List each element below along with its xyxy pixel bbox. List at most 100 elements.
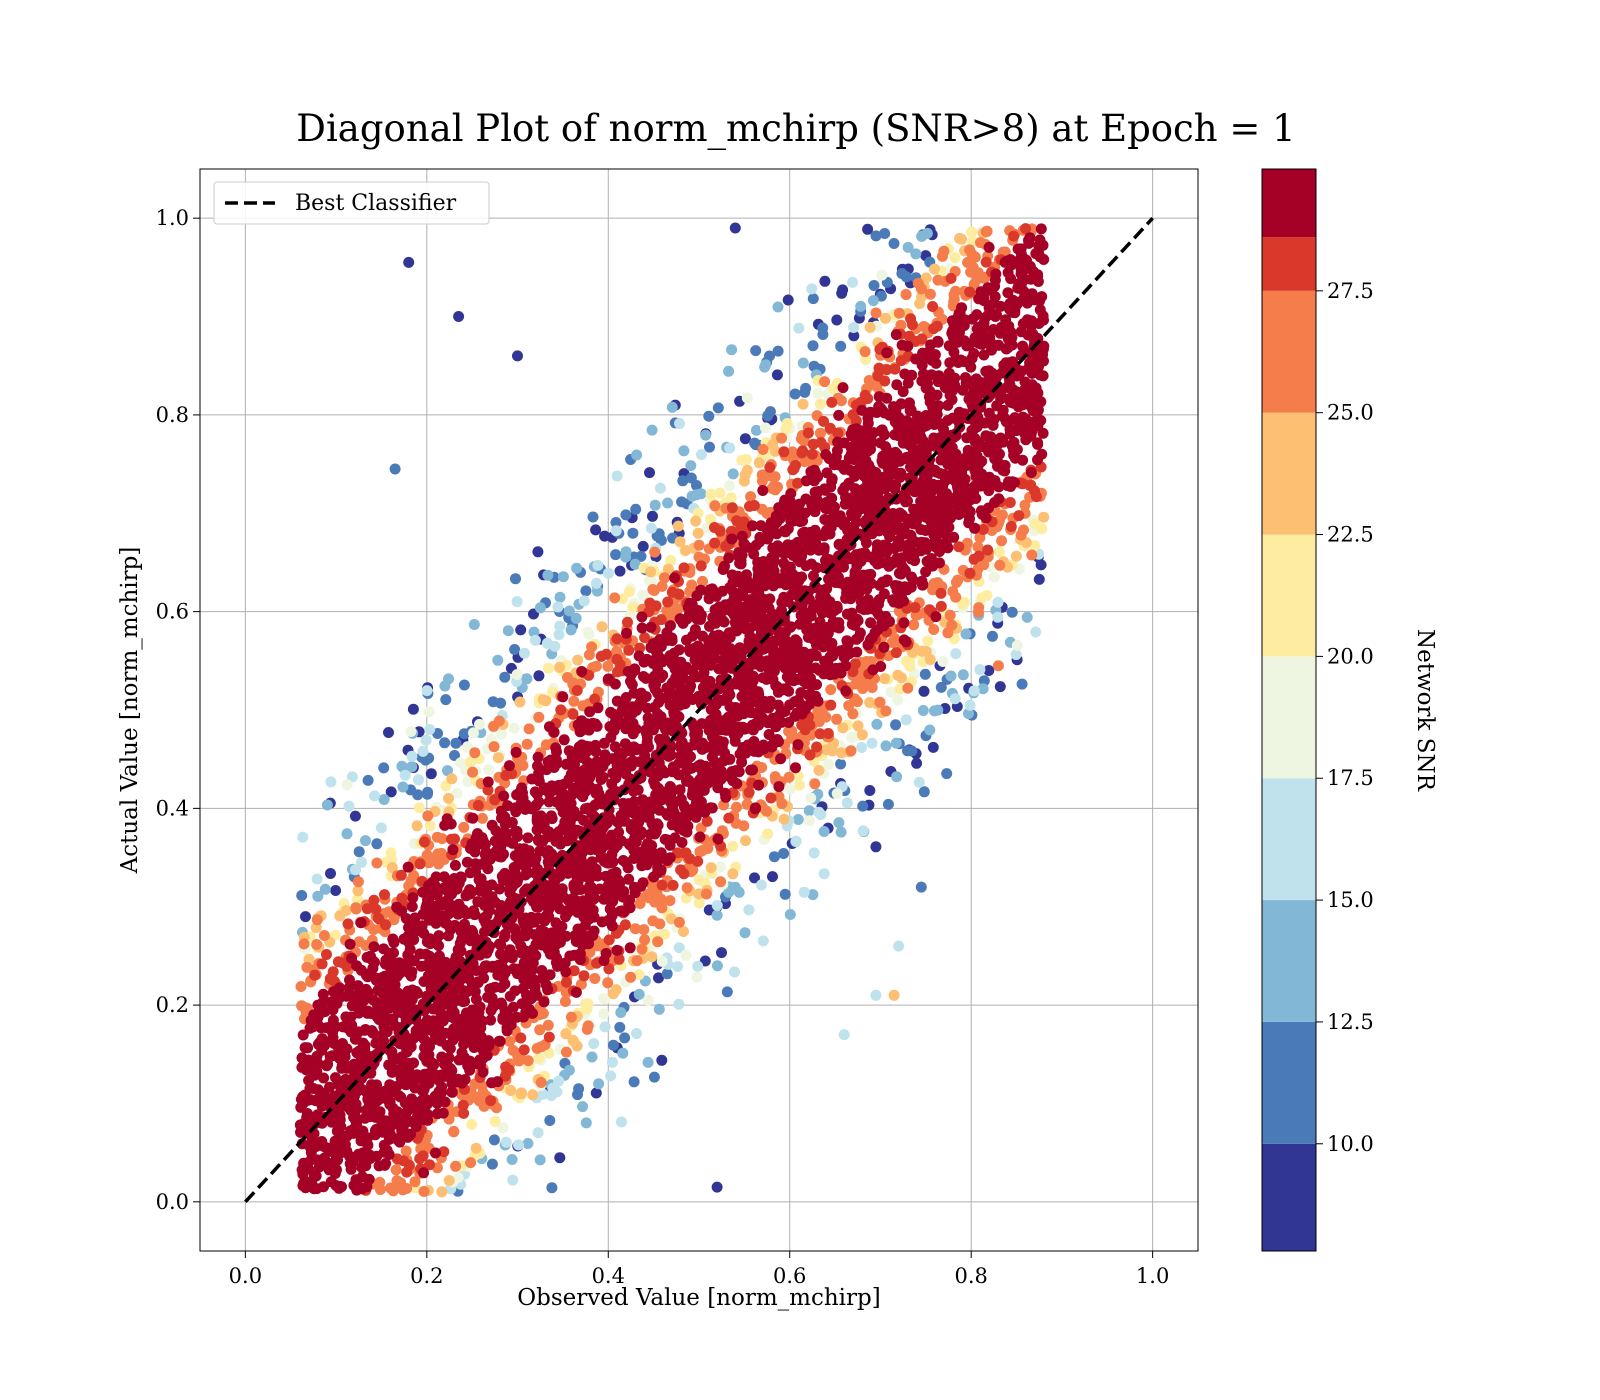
scatter-point — [554, 591, 566, 603]
scatter-point — [826, 396, 838, 408]
scatter-point — [874, 696, 886, 708]
scatter-point — [311, 939, 323, 950]
scatter-point — [924, 724, 936, 736]
scatter-point — [982, 544, 994, 556]
scatter-point — [492, 654, 504, 666]
scatter-point — [409, 1176, 421, 1188]
scatter-point — [948, 289, 960, 301]
scatter-point — [504, 1035, 516, 1047]
scatter-point — [865, 656, 877, 667]
scatter-point — [845, 593, 857, 605]
scatter-point — [977, 683, 989, 695]
scatter-point — [623, 644, 635, 656]
scatter-point — [666, 401, 678, 413]
scatter-point — [543, 1031, 555, 1043]
scatter-point — [637, 540, 649, 552]
scatter-point — [678, 445, 690, 457]
scatter-point — [571, 685, 583, 696]
scatter-point — [597, 761, 609, 773]
scatter-point — [518, 1044, 530, 1056]
scatter-point — [974, 664, 986, 676]
scatter-point — [700, 888, 712, 900]
scatter-point — [611, 944, 623, 956]
scatter-point — [966, 226, 978, 238]
scatter-point — [561, 976, 572, 988]
scatter-point — [405, 1128, 416, 1140]
scatter-point — [510, 573, 521, 585]
scatter-point — [611, 760, 623, 772]
scatter-point — [596, 916, 608, 928]
scatter-point — [695, 560, 707, 572]
scatter-point — [469, 747, 481, 759]
scatter-point — [792, 739, 804, 751]
scatter-point — [406, 750, 418, 762]
scatter-point — [648, 1071, 660, 1083]
scatter-point — [711, 960, 723, 972]
scatter-point — [512, 350, 523, 362]
scatter-point — [505, 1085, 517, 1096]
scatter-point — [489, 794, 501, 806]
scatter-point — [797, 445, 809, 457]
scatter-point — [763, 729, 775, 740]
scatter-point — [704, 441, 715, 453]
scatter-point — [902, 682, 914, 694]
scatter-point — [807, 340, 819, 352]
scatter-point — [458, 679, 470, 691]
scatter-point — [570, 612, 582, 624]
scatter-point — [968, 685, 980, 697]
scatter-point — [888, 238, 900, 249]
scatter-point — [757, 485, 769, 496]
scatter-point — [431, 831, 443, 843]
scatter-point — [555, 704, 567, 716]
scatter-point — [865, 617, 877, 629]
scatter-point — [818, 826, 830, 837]
scatter-point — [818, 711, 830, 723]
scatter-point — [813, 764, 825, 776]
scatter-point — [532, 751, 544, 763]
scatter-point — [782, 571, 794, 582]
scatter-point — [609, 592, 621, 604]
scatter-point — [790, 762, 801, 774]
scatter-point — [464, 867, 476, 879]
scatter-point — [340, 905, 352, 917]
scatter-point — [350, 903, 362, 915]
scatter-point — [1035, 223, 1047, 235]
scatter-point — [620, 546, 632, 558]
scatter-point — [302, 1063, 314, 1075]
scatter-point — [318, 930, 330, 941]
scatter-point — [586, 856, 598, 868]
scatter-point — [545, 1090, 557, 1102]
scatter-point — [828, 382, 840, 394]
scatter-point — [610, 772, 622, 784]
scatter-point — [636, 622, 648, 634]
scatter-point — [712, 402, 724, 414]
scatter-point — [773, 781, 785, 793]
scatter-point — [449, 833, 460, 845]
scatter-point — [956, 302, 968, 314]
scatter-point — [715, 876, 727, 888]
scatter-point — [407, 703, 419, 715]
scatter-point — [917, 705, 929, 716]
scatter-point — [793, 322, 805, 334]
scatter-point — [321, 949, 332, 960]
scatter-point — [378, 762, 390, 774]
scatter-point — [694, 846, 706, 858]
scatter-point — [871, 718, 883, 730]
scatter-point — [557, 806, 569, 818]
scatter-point — [578, 970, 590, 982]
scatter-point — [837, 485, 849, 496]
scatter-point — [790, 835, 802, 847]
scatter-point — [413, 1129, 425, 1141]
scatter-point — [559, 996, 571, 1007]
scatter-point — [893, 940, 905, 952]
scatter-point — [560, 1028, 572, 1040]
scatter-point — [529, 634, 541, 646]
scatter-point — [609, 678, 621, 690]
scatter-point — [649, 546, 661, 558]
scatter-point — [672, 961, 684, 973]
scatter-point — [994, 681, 1006, 693]
scatter-point — [610, 715, 622, 727]
scatter-point — [1036, 523, 1048, 535]
scatter-point — [577, 791, 589, 803]
scatter-point — [779, 888, 791, 900]
